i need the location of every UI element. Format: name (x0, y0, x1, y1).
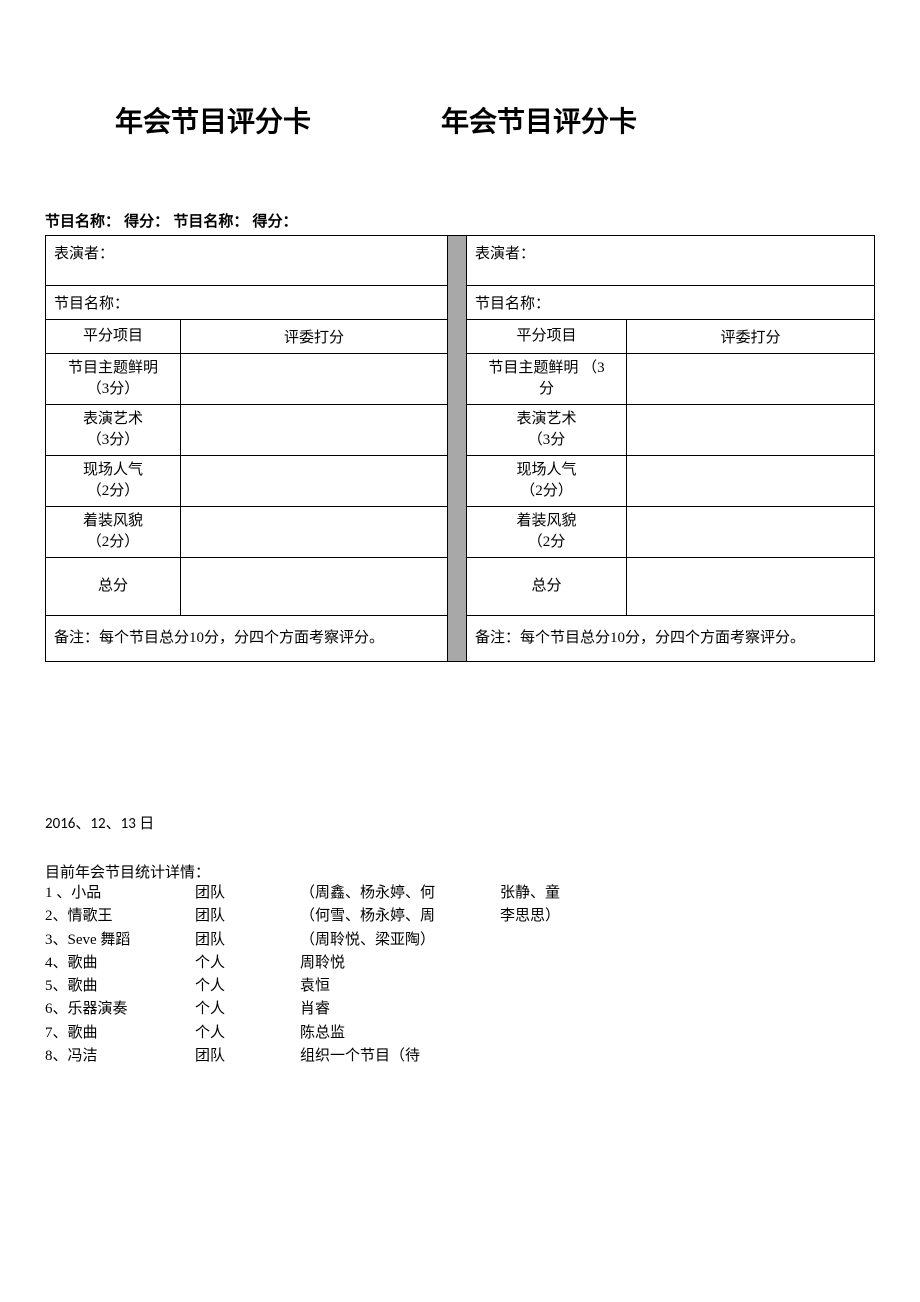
criteria-cell: 节目主题鲜明 （3分） (46, 354, 181, 404)
score-cell (627, 456, 874, 506)
list-item: 6、乐器演奏 个人 肖睿 (45, 998, 875, 1021)
score-card-left: 表演者： 节目名称： 平分项目 评委打分 节目主题鲜明 （3分） 表演艺术 （3… (45, 235, 448, 662)
criteria-name: 现场人气 (471, 460, 622, 481)
program-type: 团队 (195, 905, 300, 928)
list-item: 3、Seve 舞蹈 团队 （周聆悦、梁亚陶） (45, 929, 875, 952)
program-num: 4、歌曲 (45, 952, 195, 975)
criteria-sub: （2分） (471, 481, 622, 502)
criteria-cell: 着装风貌 （2分） (46, 507, 181, 557)
program-type: 团队 (195, 882, 300, 905)
score-cell (181, 507, 447, 557)
card-divider (448, 235, 466, 662)
program-extra: 张静、童 (500, 882, 875, 905)
program-num: 7、歌曲 (45, 1022, 195, 1045)
program-members: 肖睿 (300, 998, 500, 1021)
program-num: 5、歌曲 (45, 975, 195, 998)
program-extra (500, 952, 875, 975)
program-extra (500, 929, 875, 952)
note-text: 备注：每个节目总分10分，分四个方面考察评分。 (467, 616, 813, 661)
score-cell (181, 354, 447, 404)
criteria-name: 节目主题鲜明 (50, 358, 176, 379)
title-left: 年会节目评分卡 (115, 100, 311, 140)
program-type: 个人 (195, 952, 300, 975)
total-cell (181, 558, 447, 615)
col-header-item: 平分项目 (46, 320, 181, 353)
program-members: （何雪、杨永婷、周 (300, 905, 500, 928)
criteria-cell: 表演艺术 （3分 (467, 405, 627, 455)
criteria-name: 节目主题鲜明 （3 (471, 358, 622, 379)
title-row: 年会节目评分卡 年会节目评分卡 (45, 100, 875, 140)
criteria-sub: （2分 (471, 532, 622, 553)
score-cell (181, 405, 447, 455)
criteria-name: 表演艺术 (471, 409, 622, 430)
score-cell (627, 507, 874, 557)
program-members: 周聆悦 (300, 952, 500, 975)
criteria-name: 着装风貌 (50, 511, 176, 532)
program-type: 个人 (195, 998, 300, 1021)
program-extra (500, 1022, 875, 1045)
program-type: 个人 (195, 1022, 300, 1045)
score-cell (181, 456, 447, 506)
program-label: 节目名称： (46, 286, 447, 319)
program-members: 陈总监 (300, 1022, 500, 1045)
col-header-item: 平分项目 (467, 320, 627, 353)
program-label: 节目名称： (467, 286, 874, 319)
program-members: （周聆悦、梁亚陶） (300, 929, 500, 952)
score-card-right: 表演者： 节目名称： 平分项目 评委打分 节目主题鲜明 （3 分 表演艺术 （3… (466, 235, 875, 662)
date-line: 2016、12、13 日 (45, 812, 875, 833)
criteria-cell: 现场人气 （2分） (46, 456, 181, 506)
title-right: 年会节目评分卡 (441, 100, 637, 140)
program-num: 6、乐器演奏 (45, 998, 195, 1021)
header-labels: 节目名称： 得分： 节目名称： 得分： (45, 210, 875, 231)
program-members: （周鑫、杨永婷、何 (300, 882, 500, 905)
program-type: 团队 (195, 929, 300, 952)
criteria-sub: （3分） (50, 430, 176, 451)
list-item: 8、冯洁 团队 组织一个节目（待 (45, 1045, 875, 1068)
criteria-sub: （3分） (50, 379, 176, 400)
score-cards: 表演者： 节目名称： 平分项目 评委打分 节目主题鲜明 （3分） 表演艺术 （3… (45, 235, 875, 662)
program-extra (500, 975, 875, 998)
criteria-name: 着装风貌 (471, 511, 622, 532)
col-header-score: 评委打分 (627, 320, 874, 353)
program-num: 1 、小品 (45, 882, 195, 905)
program-list-title: 目前年会节目统计详情： (45, 861, 875, 882)
score-cell (627, 405, 874, 455)
criteria-sub: （2分） (50, 532, 176, 553)
program-members: 袁恒 (300, 975, 500, 998)
performer-label: 表演者： (46, 236, 447, 285)
list-item: 5、歌曲 个人 袁恒 (45, 975, 875, 998)
program-num: 8、冯洁 (45, 1045, 195, 1068)
total-label: 总分 (46, 558, 181, 615)
criteria-cell: 表演艺术 （3分） (46, 405, 181, 455)
program-num: 3、Seve 舞蹈 (45, 929, 195, 952)
list-item: 2、情歌王 团队 （何雪、杨永婷、周 李思思） (45, 905, 875, 928)
criteria-cell: 节目主题鲜明 （3 分 (467, 354, 627, 404)
criteria-cell: 着装风貌 （2分 (467, 507, 627, 557)
total-label: 总分 (467, 558, 627, 615)
program-members: 组织一个节目（待 (300, 1045, 500, 1068)
program-type: 个人 (195, 975, 300, 998)
col-header-score: 评委打分 (181, 320, 447, 353)
program-extra (500, 1045, 875, 1068)
program-type: 团队 (195, 1045, 300, 1068)
list-item: 1 、小品 团队 （周鑫、杨永婷、何 张静、童 (45, 882, 875, 905)
criteria-name: 现场人气 (50, 460, 176, 481)
program-list: 1 、小品 团队 （周鑫、杨永婷、何 张静、童 2、情歌王 团队 （何雪、杨永婷… (45, 882, 875, 1068)
program-extra: 李思思） (500, 905, 875, 928)
criteria-sub: （2分） (50, 481, 176, 502)
list-item: 4、歌曲 个人 周聆悦 (45, 952, 875, 975)
criteria-cell: 现场人气 （2分） (467, 456, 627, 506)
criteria-sub: （3分 (471, 430, 622, 451)
score-cell (627, 354, 874, 404)
total-cell (627, 558, 874, 615)
document-page: 年会节目评分卡 年会节目评分卡 节目名称： 得分： 节目名称： 得分： 表演者：… (0, 0, 920, 1108)
program-extra (500, 998, 875, 1021)
performer-label: 表演者： (467, 236, 874, 285)
criteria-sub: 分 (471, 379, 622, 400)
program-num: 2、情歌王 (45, 905, 195, 928)
note-text: 备注：每个节目总分10分，分四个方面考察评分。 (46, 616, 392, 661)
list-item: 7、歌曲 个人 陈总监 (45, 1022, 875, 1045)
criteria-name: 表演艺术 (50, 409, 176, 430)
